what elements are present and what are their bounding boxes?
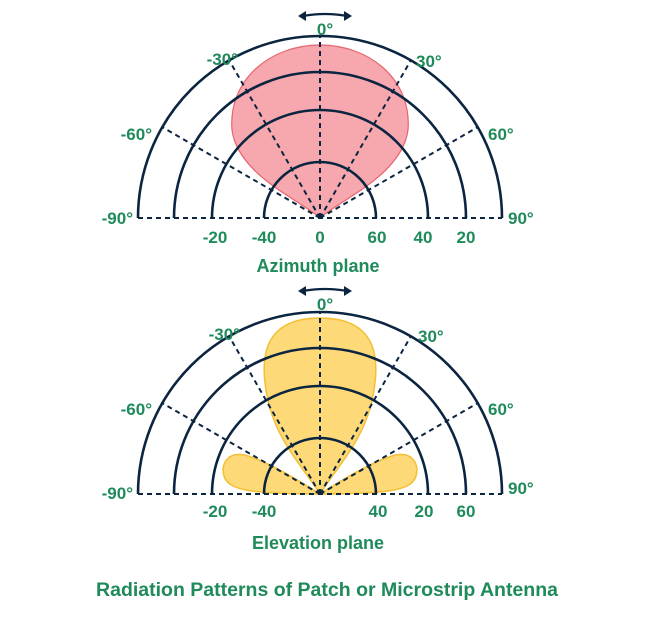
azimuth-spoke-30 [319,59,412,219]
elevation-spoke-minus30 [228,335,321,495]
azimuth-radial-label: 20 [457,228,476,247]
azimuth-radial-label: 0 [315,228,324,247]
elevation-main-lobe [263,317,377,496]
elevation-right-side-lobe [317,453,418,495]
azimuth-spoke-60 [319,126,479,219]
azimuth-radial-label: 40 [414,228,433,247]
elevation-radial-label: 40 [369,502,388,521]
azimuth-angle-minus30: -30° [207,50,239,69]
azimuth-spoke-minus30 [228,59,321,219]
azimuth-radial-label: -40 [252,228,277,247]
elevation-angle-minus30: -30° [209,325,241,344]
azimuth-angle-minus90: -90° [102,209,134,228]
azimuth-angle-90: 90° [508,209,534,228]
elevation-radial-label: -40 [252,502,277,521]
azimuth-angle-30: 30° [416,52,442,71]
azimuth-rotation-arrow-icon [298,11,352,21]
elevation-angle-minus90: -90° [102,484,134,503]
elevation-angle-minus60: -60° [121,400,153,419]
azimuth-angle-60: 60° [488,125,514,144]
elevation-radial-label: 20 [415,502,434,521]
elevation-angle-30: 30° [418,327,444,346]
azimuth-angle-minus60: -60° [121,125,153,144]
elevation-radial-label: -20 [203,502,228,521]
elevation-angle-0: 0° [317,295,333,314]
elevation-angle-60: 60° [488,400,514,419]
elevation-angle-90: 90° [508,479,534,498]
azimuth-caption: Azimuth plane [256,256,379,276]
azimuth-angle-0: 0° [317,20,333,39]
azimuth-diagram: 0° -30° 30° -60° 60° -90° 90° -20 -40 0 … [102,11,534,276]
azimuth-spoke-minus60 [161,126,321,219]
elevation-rotation-arrow-icon [298,286,352,296]
elevation-spoke-30 [319,335,412,495]
elevation-diagram: 0° -30° 30° -60° 60° -90° 90° -20 -40 40… [102,286,534,553]
azimuth-radial-label: -20 [203,228,228,247]
figure-title: Radiation Patterns of Patch or Microstri… [96,579,558,601]
elevation-spoke-60 [319,402,479,495]
elevation-caption: Elevation plane [252,533,384,553]
elevation-left-side-lobe [222,453,323,495]
elevation-spoke-minus60 [161,402,321,495]
azimuth-radial-label: 60 [368,228,387,247]
elevation-radial-label: 60 [457,502,476,521]
